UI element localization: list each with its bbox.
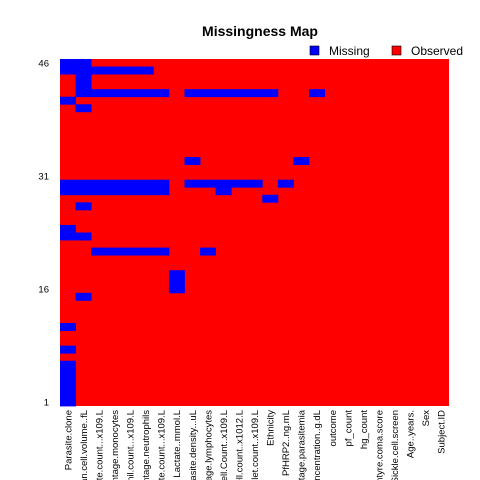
legend: Missing Observed [309,44,463,58]
y-tick-label: 31 [38,171,49,182]
missing-cell-run [60,66,154,75]
missing-cell-run [60,187,170,196]
legend-swatch-missing [309,45,320,56]
y-tick-label: 16 [38,285,49,296]
x-tick-label: rcentage.monocytes [110,410,121,480]
missing-cell-run [308,89,325,98]
missing-cell-run [262,194,279,203]
missing-cell-run [60,375,76,384]
missing-cell-run [184,89,279,98]
y-tick-label: 1 [44,398,49,409]
x-tick-label: hg_count [359,410,370,449]
missing-cell-run [168,285,185,294]
x-tick-label: centage.parasitemia [297,409,308,480]
x-tick-label: Parasite.clone [63,410,74,470]
missing-cell-run [60,383,76,392]
x-tick-label: Ethnicity [266,410,277,446]
missing-cell-run [60,345,76,354]
x-tick-label: concentration..g.dL [312,410,323,480]
missing-cell-run [60,59,92,67]
missing-cell-run [293,157,310,166]
missing-cell-run [60,179,170,188]
x-tick-label: Cell.Count..x109.L [219,410,230,480]
missing-cell-run [60,360,76,369]
x-tick-label: pf_count [343,410,354,447]
x-tick-label: Parasite.density...uL [188,410,199,480]
legend-label-missing: Missing [329,44,370,58]
x-tick-label: Sickle.cell.screen [390,410,401,480]
missing-cell-run [277,179,294,188]
chart-title: Missingness Map [202,23,318,39]
missing-cell-run [75,81,92,90]
missing-cell-run [75,74,92,83]
x-tick-label: Lactate..mmol.L [172,410,183,478]
missing-cell-run [168,270,185,279]
missing-cell-run [60,232,92,241]
heatmap-grid [60,59,449,407]
x-tick-label: entage.lymphocytes [203,410,214,480]
missing-cell-run [60,398,76,407]
missing-cell-run [75,292,92,301]
legend-label-observed: Observed [411,44,463,58]
missing-cell-run [168,277,185,286]
missing-cell-run [60,96,76,105]
observed-background [60,59,449,406]
y-axis-ticks: 46 31 16 1 [38,58,49,408]
missing-cell-run [75,202,92,211]
legend-swatch-observed [391,45,402,56]
x-tick-label: Blantyre.coma.score [374,410,385,480]
missing-cell-run [60,224,76,233]
missing-cell-run [200,247,216,256]
missing-cell-run [75,104,92,113]
x-tick-label: rophil.count...x109.L [126,410,137,480]
missing-cell-run [60,323,76,331]
x-axis-ticks: Parasite.clone Mean.cell.volume..fL ocyte.… [63,409,447,480]
x-tick-label: PfHRP2..ng.mL [281,410,292,476]
missing-cell-run [215,187,232,196]
x-tick-label: ocyte.count...x109.L [94,410,105,480]
x-tick-label: Sex [421,410,432,427]
x-tick-label: Subject.ID [437,410,448,454]
x-tick-label: Age..years. [406,410,417,458]
missing-cell-run [75,89,170,98]
missing-cell-run [184,157,201,166]
x-tick-label: atelet.count..x109.L [250,410,261,480]
missing-cell-run [91,247,170,256]
missing-cell-run [60,390,76,399]
x-tick-label: rcentage.neutrophils [141,410,152,480]
missing-cell-run [184,179,263,188]
x-tick-label: d.cell.count..x1012.L [234,410,245,480]
missing-cell-run [60,368,76,377]
x-tick-label: outcome [328,410,339,446]
y-tick-label: 46 [38,58,49,69]
x-tick-label: Mean.cell.volume..fL [79,410,90,480]
x-tick-label: ocyte.count...x109.L [157,410,168,480]
